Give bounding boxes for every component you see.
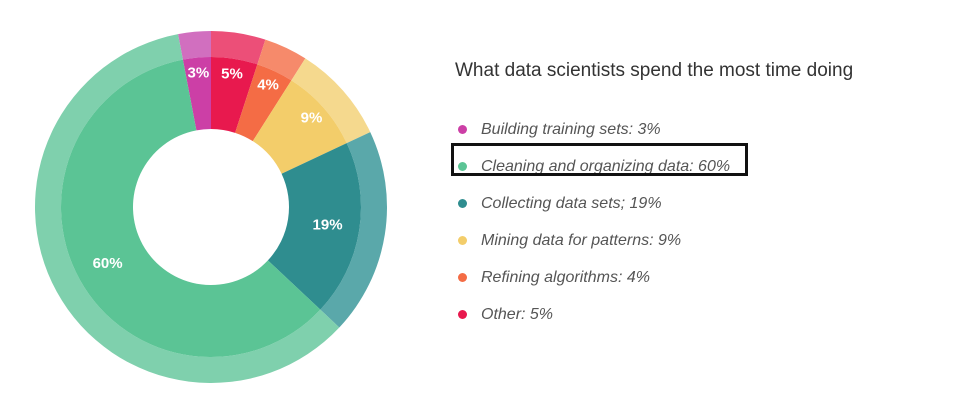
slice-other bbox=[211, 57, 258, 133]
slice-outer-other bbox=[211, 31, 266, 65]
legend-dot-icon bbox=[458, 310, 467, 319]
legend-item-refining-algorithms: Refining algorithms: 4% bbox=[455, 259, 730, 296]
slice-building-training-sets bbox=[182, 57, 211, 131]
legend-label: Building training sets: 3% bbox=[481, 120, 661, 138]
legend-dot-icon bbox=[458, 236, 467, 245]
slice-label-building-training-sets: 3% bbox=[188, 65, 210, 82]
legend-highlight-box bbox=[451, 143, 748, 176]
legend-dot-icon bbox=[458, 199, 467, 208]
slice-collecting-data-sets bbox=[267, 143, 361, 310]
chart-title: What data scientists spend the most time… bbox=[455, 60, 854, 81]
slice-refining-algorithms bbox=[235, 64, 292, 142]
legend-label: Cleaning and organizing data: 60% bbox=[481, 157, 731, 175]
legend-label: Refining algorithms: 4% bbox=[481, 268, 650, 286]
legend-dot-icon bbox=[458, 273, 467, 282]
slice-outer-building-training-sets bbox=[178, 31, 211, 60]
slice-outer-cleaning-and-organizing-data bbox=[35, 34, 340, 383]
slice-label-mining-data-for-patterns: 9% bbox=[301, 109, 323, 126]
slice-mining-data-for-patterns bbox=[252, 80, 347, 174]
slice-cleaning-and-organizing-data bbox=[61, 59, 321, 357]
legend-item-other: Other: 5% bbox=[455, 296, 730, 333]
legend-label: Mining data for patterns: 9% bbox=[481, 231, 682, 249]
legend: Building training sets: 3% Cleaning and o… bbox=[455, 111, 730, 333]
legend-item-mining-data-for-patterns: Mining data for patterns: 9% bbox=[455, 222, 730, 259]
legend-label: Other: 5% bbox=[481, 305, 554, 323]
legend-item-collecting-data-sets: Collecting data sets; 19% bbox=[455, 185, 730, 222]
legend-item-cleaning-and-organizing-data: Cleaning and organizing data: 60% bbox=[455, 148, 730, 185]
donut-chart: 3% 5% 4% 9% 19% 60% bbox=[35, 31, 387, 383]
slice-label-collecting-data-sets: 19% bbox=[313, 216, 343, 233]
slice-label-refining-algorithms: 4% bbox=[257, 77, 279, 94]
slice-label-other: 5% bbox=[221, 66, 243, 83]
slice-outer-collecting-data-sets bbox=[320, 132, 387, 328]
legend-dot-icon bbox=[458, 125, 467, 134]
slice-label-cleaning-and-organizing-data: 60% bbox=[93, 255, 123, 272]
legend-dot-icon bbox=[458, 162, 467, 171]
slice-outer-mining-data-for-patterns bbox=[291, 58, 371, 144]
legend-item-building-training-sets: Building training sets: 3% bbox=[455, 111, 730, 148]
legend-label: Collecting data sets; 19% bbox=[481, 194, 662, 212]
slice-outer-refining-algorithms bbox=[257, 39, 306, 81]
